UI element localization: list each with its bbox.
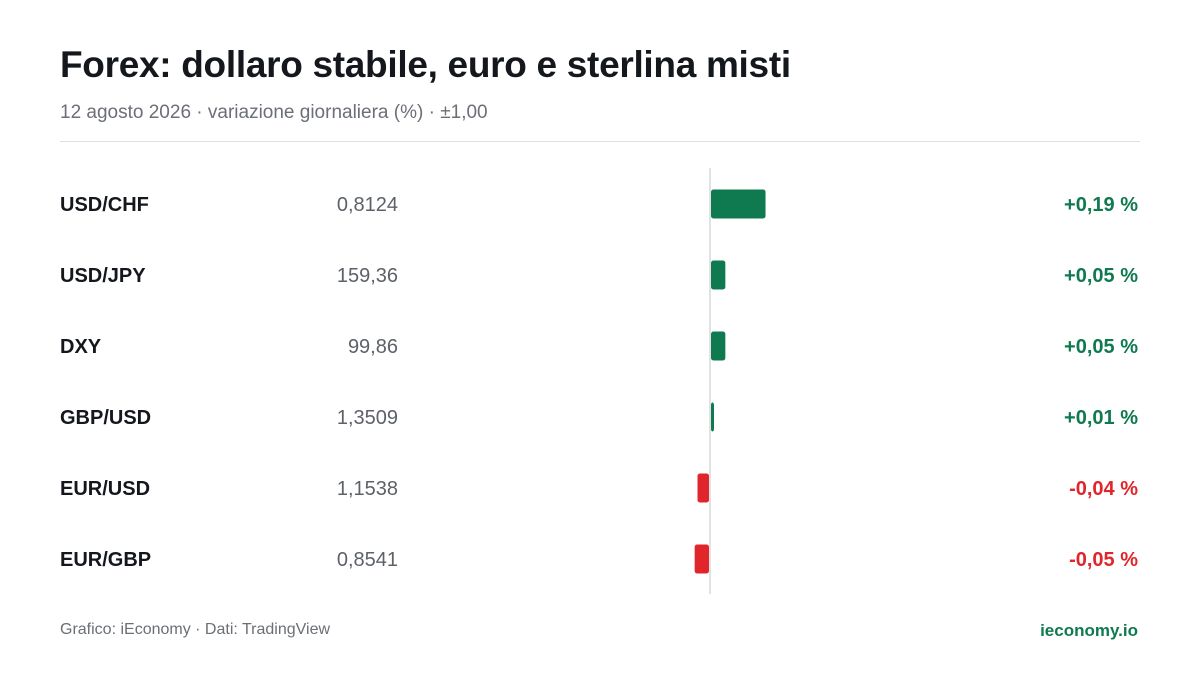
change-label: +0,05 % (1064, 265, 1138, 287)
brand-link[interactable]: ieconomy.io (1040, 621, 1138, 640)
pair-label: DXY (60, 336, 102, 358)
header-divider (60, 141, 1140, 142)
change-bar (711, 402, 714, 432)
price-value: 1,3509 (337, 407, 398, 429)
change-label: +0,19 % (1064, 194, 1138, 216)
pair-label: EUR/GBP (60, 549, 151, 571)
change-bar (711, 331, 726, 361)
chart-title: Forex: dollaro stabile, euro e sterlina … (60, 44, 791, 85)
pair-label: USD/CHF (60, 194, 149, 216)
pair-label: USD/JPY (60, 265, 146, 287)
price-value: 99,86 (348, 336, 398, 358)
price-value: 1,1538 (337, 478, 398, 500)
price-value: 0,8124 (337, 194, 398, 216)
change-bar (711, 260, 726, 290)
change-label: -0,05 % (1069, 549, 1138, 571)
pair-label: EUR/USD (60, 478, 150, 500)
change-bar (694, 544, 709, 574)
price-value: 0,8541 (337, 549, 398, 571)
change-label: +0,05 % (1064, 336, 1138, 358)
change-label: +0,01 % (1064, 407, 1138, 429)
source-credit: Grafico: iEconomy · Dati: TradingView (60, 621, 331, 638)
change-bar (711, 189, 766, 219)
pair-label: GBP/USD (60, 407, 151, 429)
price-value: 159,36 (337, 265, 398, 287)
chart-subtitle: 12 agosto 2026 · variazione giornaliera … (60, 102, 488, 123)
change-label: -0,04 % (1069, 478, 1138, 500)
change-bar (697, 473, 709, 503)
